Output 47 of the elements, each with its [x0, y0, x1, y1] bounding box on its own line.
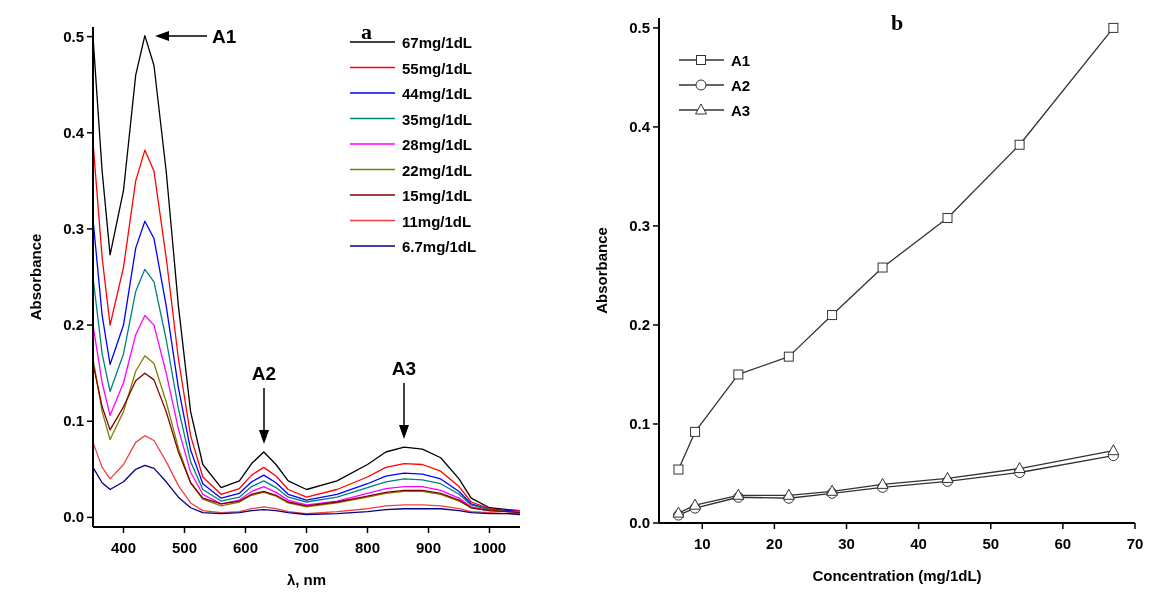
legend-label: 15mg/1dL	[402, 187, 473, 204]
x-tick-label: 800	[354, 539, 381, 556]
y-tick-label: 0.4	[63, 123, 85, 141]
legend-label: 55mg/1dL	[402, 59, 473, 77]
x-tick-label: 20	[766, 535, 783, 552]
x-tick-label: 400	[110, 539, 137, 556]
x-tick-label: 500	[171, 539, 198, 556]
legend-label: 67mg/1dL	[402, 34, 473, 51]
legend-label: 44mg/1dL	[402, 85, 473, 102]
x-tick-label: 40	[910, 535, 927, 552]
x-tick-label: 900	[415, 539, 442, 556]
y-tick-label: 0.5	[63, 27, 84, 45]
y-tick-label: 0.1	[629, 414, 650, 432]
x-tick-label: 30	[838, 535, 855, 552]
chart-title: b	[890, 10, 904, 35]
legend-label: 6.7mg/1dL	[402, 238, 477, 255]
annotation: A2	[251, 363, 277, 384]
y-tick-label: 0.0	[63, 508, 84, 526]
annotation: A3	[391, 358, 417, 379]
y-tick-label: 0.1	[63, 412, 84, 430]
y-tick-label: 0.0	[629, 514, 650, 531]
y-axis-title: Absorbance	[27, 233, 44, 321]
x-tick-label: 600	[232, 539, 259, 556]
legend-label: 11mg/1dL	[402, 212, 472, 230]
legend-label: A3	[731, 102, 751, 119]
chart-title: a	[361, 19, 372, 44]
x-tick-label: 50	[982, 535, 1000, 552]
x-axis-title: λ, nm	[286, 571, 327, 588]
x-axis-title: Concentration (mg/1dL)	[812, 567, 982, 584]
x-tick-label: 60	[1054, 535, 1072, 552]
y-tick-label: 0.3	[629, 216, 650, 234]
x-tick-label: 10	[693, 535, 711, 552]
y-tick-label: 0.2	[63, 316, 84, 334]
x-tick-label: 1000	[472, 539, 507, 556]
y-tick-label: 0.5	[629, 18, 650, 36]
legend-label: 35mg/1dL	[402, 110, 473, 128]
legend-label: A2	[731, 77, 751, 94]
legend-label: 22mg/1dL	[402, 161, 473, 179]
annotation: A1	[212, 26, 237, 47]
x-tick-label: 700	[293, 539, 320, 556]
legend-label: 28mg/1dL	[402, 136, 473, 153]
y-tick-label: 0.2	[629, 315, 650, 333]
legend-label: A1	[731, 52, 751, 69]
y-tick-label: 0.3	[63, 219, 84, 237]
y-tick-label: 0.4	[629, 117, 651, 135]
x-tick-label: 70	[1126, 535, 1144, 552]
y-axis-title: Absorbance	[593, 227, 610, 314]
